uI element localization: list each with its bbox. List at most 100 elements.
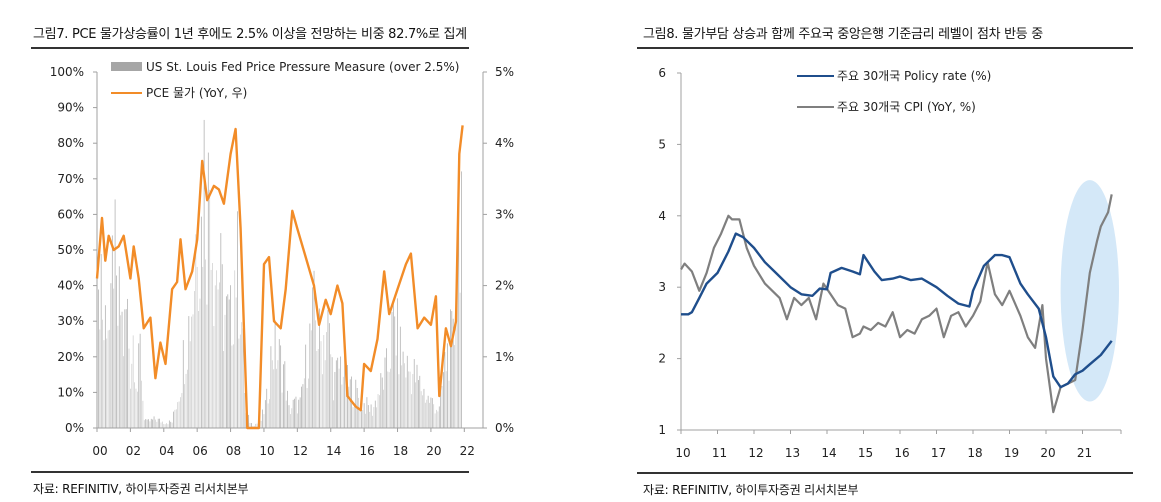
price-pressure-bar (302, 384, 304, 428)
price-pressure-bar (149, 421, 151, 428)
price-pressure-bar (184, 384, 186, 428)
price-pressure-bar (216, 270, 218, 428)
price-pressure-bar (420, 391, 422, 428)
price-pressure-bar (212, 263, 213, 428)
price-pressure-bar (436, 409, 437, 428)
price-pressure-bar (295, 396, 297, 428)
price-pressure-bar (205, 259, 206, 428)
price-pressure-bar (269, 399, 270, 428)
price-pressure-bar (355, 379, 357, 428)
price-pressure-bar (117, 325, 119, 428)
price-pressure-bar (139, 333, 141, 428)
price-pressure-bar (303, 378, 305, 428)
left-y-tick-label: 50% (57, 243, 84, 257)
price-pressure-bar (434, 413, 436, 428)
chart-2-cpi-line (680, 194, 1113, 414)
price-pressure-bar (170, 421, 172, 428)
price-pressure-bar (244, 393, 245, 428)
price-pressure-bar (237, 211, 238, 428)
price-pressure-bar (287, 390, 288, 428)
y-tick-label: 3 (658, 280, 666, 294)
price-pressure-bar (335, 360, 337, 428)
price-pressure-bar (451, 311, 453, 428)
price-pressure-bar (284, 361, 286, 428)
price-pressure-bar (398, 374, 400, 428)
price-pressure-bar (116, 275, 117, 428)
price-pressure-bar (405, 377, 407, 428)
legend-swatch-price-pressure (111, 62, 142, 71)
price-pressure-bar (177, 402, 179, 428)
price-pressure-bar (320, 341, 322, 428)
price-pressure-bar (328, 323, 330, 428)
price-pressure-bar (316, 351, 318, 428)
price-pressure-bar (317, 349, 319, 428)
price-pressure-bar (384, 357, 386, 428)
price-pressure-bar (188, 316, 190, 428)
price-pressure-bar (340, 356, 341, 428)
left-y-tick-label: 10% (57, 385, 84, 399)
chart-1-title: 그림7. PCE 물가상승률이 1년 후에도 2.5% 이상을 전망하는 비중 … (33, 27, 467, 42)
price-pressure-bar (313, 270, 315, 428)
price-pressure-bar (100, 254, 102, 428)
price-pressure-bar (345, 386, 347, 428)
price-pressure-bar (310, 330, 312, 428)
price-pressure-bar (285, 400, 287, 428)
price-pressure-bar (135, 388, 137, 428)
x-tick-label: 00 (92, 444, 107, 458)
highlight-ellipse (1060, 180, 1120, 402)
price-pressure-bar (322, 374, 323, 428)
price-pressure-bar (163, 424, 165, 428)
price-pressure-bar (203, 119, 205, 428)
price-pressure-bar (438, 406, 440, 428)
price-pressure-bar (280, 345, 282, 428)
price-pressure-bar (456, 235, 458, 428)
price-pressure-bar (153, 416, 155, 428)
price-pressure-bar (459, 292, 461, 428)
price-pressure-bar (157, 418, 159, 428)
price-pressure-bar (234, 270, 236, 428)
price-pressure-bar (379, 395, 380, 428)
price-pressure-bar (99, 329, 101, 428)
price-pressure-bar (249, 422, 251, 428)
price-pressure-bar (327, 310, 329, 428)
legend-label-pce: PCE 물가 (YoY, 우) (146, 86, 247, 100)
price-pressure-bar (290, 414, 291, 428)
price-pressure-bar (354, 405, 355, 428)
price-pressure-bar (142, 400, 144, 428)
price-pressure-bar (448, 380, 450, 428)
price-pressure-bar (132, 335, 134, 428)
price-pressure-bar (412, 374, 414, 428)
price-pressure-bar (447, 343, 448, 428)
price-pressure-bar (348, 386, 350, 428)
price-pressure-bar (168, 420, 170, 428)
price-pressure-bar (146, 419, 148, 428)
price-pressure-bar (283, 364, 284, 428)
price-pressure-bar (402, 351, 404, 428)
price-pressure-bar (291, 408, 293, 428)
price-pressure-bar (324, 360, 326, 428)
chart-2-policy-rate-line (681, 232, 1113, 389)
price-pressure-bar (238, 338, 240, 428)
price-pressure-bar (298, 399, 300, 428)
price-pressure-bar (235, 297, 237, 428)
chart-2-legend: 주요 30개국 Policy rate (%) 주요 30개국 CPI (YoY… (797, 69, 991, 114)
price-pressure-bar (455, 312, 457, 428)
price-pressure-bar (418, 380, 419, 428)
price-pressure-bar (114, 199, 116, 428)
y-tick-label: 2 (658, 352, 666, 366)
price-pressure-bar (433, 404, 435, 428)
price-pressure-bar (383, 389, 384, 428)
price-pressure-bar (164, 424, 166, 428)
price-pressure-bar (155, 419, 156, 428)
right-y-tick-label: 3% (495, 207, 514, 221)
price-pressure-bar (166, 423, 167, 428)
price-pressure-bar (198, 311, 199, 428)
price-pressure-bar (352, 407, 354, 428)
price-pressure-bar (277, 360, 279, 428)
price-pressure-bar (185, 373, 187, 428)
chart-1-source-rule (31, 471, 469, 473)
price-pressure-bar (124, 309, 126, 428)
price-pressure-bar (162, 421, 163, 428)
price-pressure-bar (217, 289, 219, 428)
